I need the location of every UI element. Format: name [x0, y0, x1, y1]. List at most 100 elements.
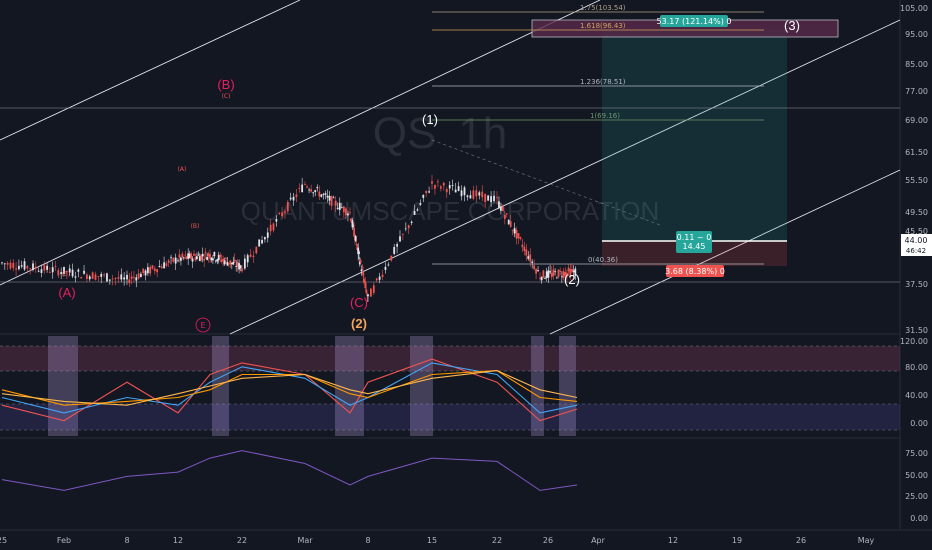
- candle-body: [326, 195, 329, 198]
- candle-body: [214, 260, 217, 262]
- candle-body: [286, 201, 289, 212]
- candle-body: [500, 206, 502, 211]
- candle-body: [472, 190, 475, 199]
- candle-body: [29, 268, 32, 270]
- candle-body: [521, 244, 524, 248]
- candle-body: [535, 268, 537, 274]
- profit-zone[interactable]: [602, 30, 787, 241]
- candle-body: [170, 257, 172, 259]
- wave-label-A[interactable]: (A): [58, 285, 75, 300]
- time-axis[interactable]: 25 Feb 8 12 22 Mar 8 15 22 26 Apr 12 19 26 May: [0, 536, 875, 545]
- price-tick-label: 55.50: [905, 176, 928, 185]
- entry-badge[interactable]: [676, 231, 712, 253]
- candle-body: [475, 190, 478, 197]
- candle-body: [153, 268, 156, 271]
- fib-label-1618: 1.618(96.43): [580, 22, 626, 30]
- indicator2-tick-label: 25.00: [905, 492, 928, 501]
- candle-body: [149, 266, 152, 274]
- candle-body: [533, 265, 536, 270]
- indicator2-series[interactable]: [1, 450, 578, 491]
- trend-channel[interactable]: [0, 0, 901, 335]
- stop-badge[interactable]: [666, 265, 724, 277]
- fib-extension[interactable]: [431, 11, 764, 265]
- candle-body: [103, 274, 105, 276]
- candle-body: [359, 259, 362, 263]
- candle-body: [404, 228, 407, 230]
- candle-body: [517, 233, 520, 239]
- candle-body: [158, 265, 161, 267]
- candle-body: [15, 268, 17, 270]
- wave-label-1[interactable]: (1): [422, 112, 438, 127]
- candle-body: [71, 269, 74, 277]
- candle-body: [63, 266, 65, 274]
- wave-label-big-2[interactable]: (2): [351, 316, 367, 331]
- candle-body: [345, 208, 347, 216]
- candle-body: [229, 260, 232, 265]
- candle-body: [241, 268, 243, 272]
- wave-circle-E[interactable]: [195, 317, 211, 333]
- time-tick-label: 26: [796, 536, 806, 545]
- candle-body: [484, 193, 487, 203]
- candle-body: [180, 257, 182, 261]
- candle-body: [9, 262, 12, 269]
- candle-body: [135, 277, 138, 281]
- time-tick-label: 8: [124, 536, 129, 545]
- indicator2-axis[interactable]: 75.00 50.00 25.00 0.00: [905, 449, 928, 523]
- candle-body: [130, 276, 133, 280]
- candle-body: [210, 257, 213, 261]
- time-tick-label: 22: [492, 536, 502, 545]
- candle-body: [49, 271, 51, 273]
- candle-body: [481, 191, 484, 198]
- candle-body: [554, 271, 557, 273]
- candle-body: [509, 221, 512, 227]
- candle-body: [1, 262, 3, 264]
- candle-body: [490, 196, 492, 203]
- candle-body: [463, 187, 466, 196]
- candle-body: [77, 269, 80, 272]
- watermark-company: QUANTUMSCAPE CORPORATION: [241, 196, 659, 226]
- candle-body: [342, 206, 345, 213]
- candle-body: [349, 212, 351, 214]
- candle-body: [235, 266, 238, 267]
- candle-body: [487, 195, 490, 201]
- wave-label-B[interactable]: (B): [217, 77, 234, 92]
- candle-body: [142, 268, 145, 274]
- candle-body: [197, 254, 200, 256]
- candle-body: [43, 264, 46, 271]
- candle-body: [569, 269, 572, 278]
- candle-body: [375, 278, 378, 281]
- candle-body: [128, 279, 131, 284]
- candle-body: [501, 206, 504, 211]
- indicator1-series[interactable]: [1, 358, 578, 422]
- candle-body: [310, 189, 313, 192]
- candle-body: [478, 192, 481, 196]
- candle-body: [320, 194, 323, 197]
- candle-body: [511, 229, 514, 231]
- candle-body: [26, 266, 29, 269]
- candle-body: [442, 182, 445, 186]
- oversold-zone: [0, 404, 900, 430]
- candle-body: [209, 253, 211, 259]
- candle-body: [88, 276, 91, 280]
- candle-body: [120, 274, 123, 280]
- target-badge[interactable]: [660, 15, 728, 27]
- candle-body: [181, 253, 184, 258]
- candle-body: [20, 265, 23, 267]
- wave-label-2[interactable]: (2): [564, 272, 580, 287]
- candle-body: [454, 189, 457, 193]
- wave-label-3[interactable]: (3): [784, 18, 800, 33]
- fib-label-175: 1.75(103.54): [580, 4, 626, 12]
- candle-body: [54, 266, 57, 267]
- price-axis[interactable]: 105.00 95.00 85.00 77.00 69.00 61.50 55.50 49.5…: [900, 4, 928, 335]
- candle-body: [201, 253, 204, 257]
- indicator1-axis[interactable]: 120.00 80.00 40.00 0.00: [900, 337, 928, 428]
- price-series[interactable]: [1, 174, 577, 302]
- minor-wave-5: (5): [62, 271, 71, 278]
- candle-body: [428, 191, 430, 193]
- price-tick-label: 69.00: [905, 116, 928, 125]
- wave-label-E[interactable]: E: [200, 321, 205, 330]
- candle-body: [332, 197, 335, 199]
- wave-label-C[interactable]: (C): [350, 295, 368, 310]
- indicator1-tick-label: 40.00: [905, 391, 928, 400]
